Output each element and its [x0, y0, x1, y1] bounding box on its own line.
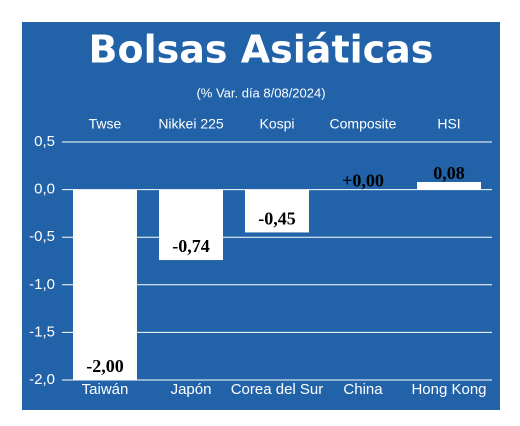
value-label: -2,00	[86, 356, 124, 376]
chart-subtitle: (% Var. día 8/08/2024)	[196, 85, 325, 100]
y-tick-label: -1,0	[29, 276, 55, 293]
y-tick-label: -1,5	[29, 323, 55, 340]
value-label: -0,74	[172, 236, 210, 256]
x-tick-label: Japón	[171, 381, 212, 398]
index-name: Twse	[89, 116, 122, 132]
bar	[73, 189, 137, 380]
index-name: Composite	[330, 116, 397, 132]
bar	[245, 189, 309, 233]
chart-title: Bolsas Asiáticas	[89, 28, 434, 72]
bar	[417, 181, 481, 190]
value-label: -0,45	[258, 209, 296, 229]
y-tick-label: -0,5	[29, 228, 55, 245]
value-label: 0,08	[433, 163, 465, 183]
index-name: Kospi	[259, 116, 294, 132]
x-tick-label: Corea del Sur	[231, 381, 324, 398]
y-tick-label: 0,5	[34, 133, 55, 150]
x-tick-label: Hong Kong	[411, 381, 486, 398]
value-label: +0,00	[342, 171, 384, 191]
x-tick-label: Taiwán	[82, 381, 129, 398]
y-tick-label: 0,0	[34, 181, 55, 198]
y-tick-label: -2,0	[29, 371, 55, 388]
index-name: Nikkei 225	[158, 116, 224, 132]
x-tick-label: China	[343, 381, 383, 398]
bar	[159, 189, 223, 261]
index-name: HSI	[437, 116, 460, 132]
